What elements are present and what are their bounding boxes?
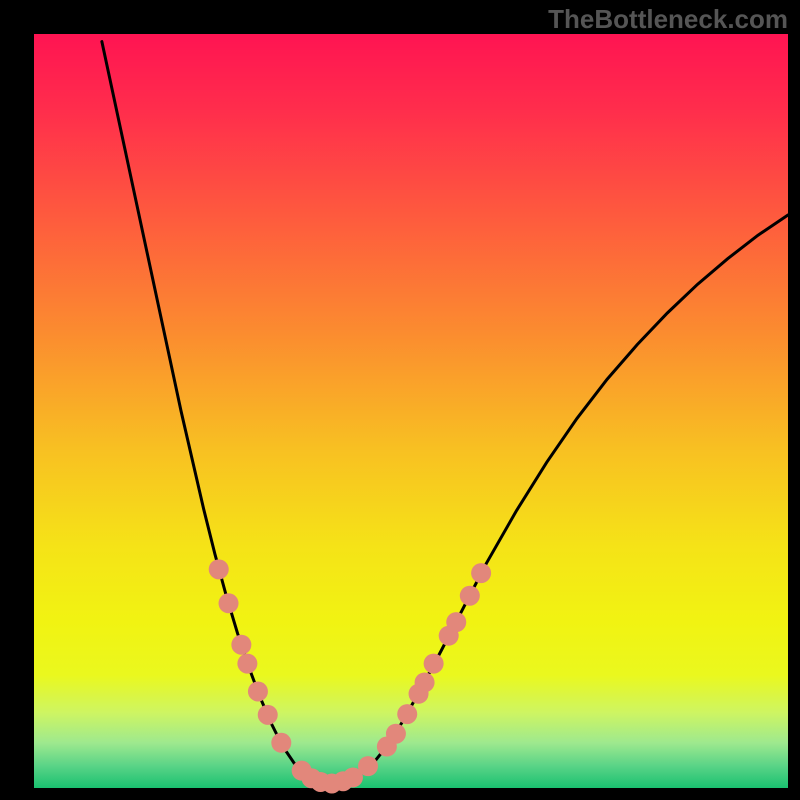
chart-frame: TheBottleneck.com (0, 0, 800, 800)
data-marker (424, 654, 444, 674)
curve-left-branch (102, 42, 328, 785)
curve-right-branch (328, 215, 788, 785)
curve-group (102, 42, 788, 785)
data-marker (271, 733, 291, 753)
data-marker (237, 654, 257, 674)
data-marker (258, 705, 278, 725)
data-marker (386, 724, 406, 744)
watermark-label: TheBottleneck.com (548, 4, 788, 35)
data-marker (219, 593, 239, 613)
data-marker (358, 756, 378, 776)
data-marker (209, 559, 229, 579)
plot-area (34, 34, 788, 788)
data-marker (460, 586, 480, 606)
data-marker (415, 672, 435, 692)
data-marker (397, 704, 417, 724)
data-marker (231, 635, 251, 655)
chart-svg (34, 34, 788, 788)
data-marker (471, 563, 491, 583)
data-marker (248, 681, 268, 701)
data-marker (446, 612, 466, 632)
